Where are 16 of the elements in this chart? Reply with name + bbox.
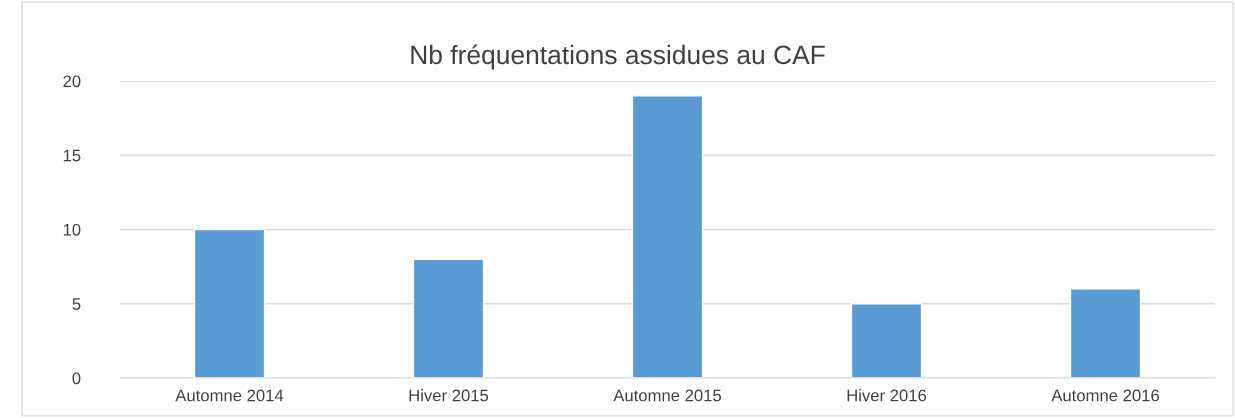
bar bbox=[412, 258, 485, 378]
bar bbox=[193, 228, 266, 378]
y-tick-label: 15 bbox=[63, 149, 81, 162]
y-tick-label: 20 bbox=[63, 75, 81, 88]
bar bbox=[1069, 288, 1142, 378]
y-tick-label: 10 bbox=[63, 223, 81, 236]
bar bbox=[631, 95, 704, 378]
x-tick-label: Automne 2015 bbox=[613, 389, 722, 402]
y-tick-label: 5 bbox=[72, 298, 81, 310]
y-tick-label: 0 bbox=[72, 372, 81, 385]
x-tick-label: Hiver 2016 bbox=[847, 389, 927, 402]
bar bbox=[850, 303, 923, 378]
x-tick-label: Automne 2016 bbox=[1051, 389, 1159, 402]
x-tick-label: Hiver 2015 bbox=[409, 389, 489, 402]
x-tick-label: Automne 2014 bbox=[175, 389, 284, 402]
chart-title: Nb fréquentations assidues au CAF bbox=[411, 44, 825, 70]
